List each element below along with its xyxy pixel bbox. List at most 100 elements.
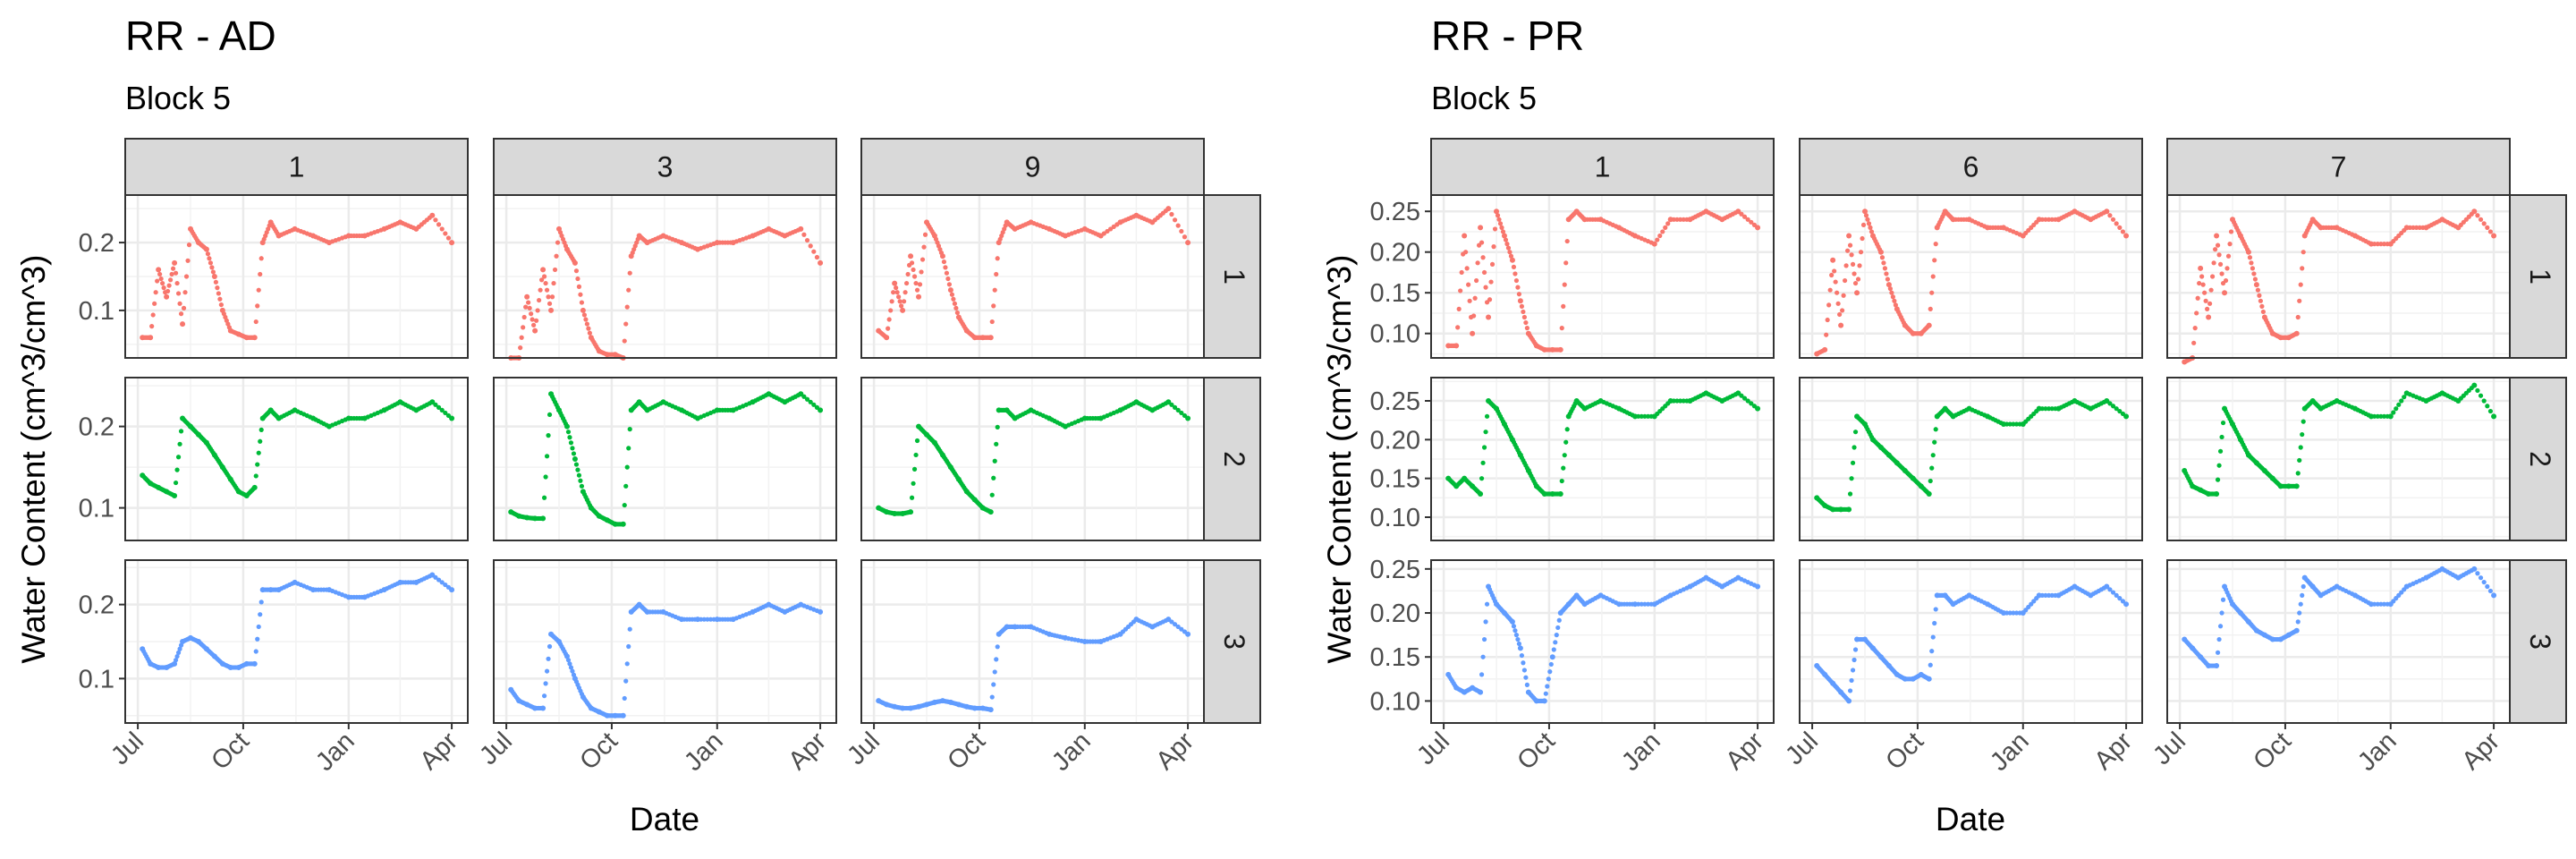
- data-point: [581, 312, 588, 318]
- data-point: [1832, 268, 1837, 274]
- data-point: [1830, 257, 1836, 263]
- data-point: [1519, 303, 1525, 309]
- data-point: [2301, 250, 2306, 255]
- data-point: [804, 237, 810, 243]
- data-point: [1852, 430, 1859, 435]
- data-point: [2222, 290, 2228, 296]
- data-point: [1632, 413, 1639, 420]
- data-point: [909, 495, 915, 500]
- data-point: [524, 293, 530, 300]
- data-point: [2215, 242, 2221, 248]
- data-point: [567, 661, 572, 667]
- chart-subtitle: Block 5: [125, 80, 231, 116]
- data-point: [1660, 229, 1665, 234]
- data-point: [1563, 439, 1569, 445]
- data-point: [2049, 217, 2055, 222]
- data-point: [1928, 478, 1933, 484]
- data-point: [1926, 322, 1932, 328]
- data-point: [155, 278, 160, 284]
- y-tick-label: 0.20: [1370, 239, 1420, 268]
- data-point: [2214, 233, 2220, 239]
- data-point: [1632, 601, 1639, 608]
- data-point: [2114, 406, 2119, 412]
- data-point: [1513, 277, 1520, 284]
- data-point: [2300, 431, 2305, 438]
- data-point: [1829, 272, 1835, 278]
- data-point: [1515, 285, 1521, 290]
- data-point: [2123, 233, 2130, 239]
- data-point: [1847, 688, 1853, 693]
- data-point: [173, 658, 179, 663]
- chart-title: RR - PR: [1431, 13, 1584, 59]
- data-point: [1825, 317, 1830, 323]
- data-point: [258, 271, 263, 277]
- data-point: [251, 484, 258, 490]
- x-tick-label: Jul: [106, 727, 149, 770]
- data-point: [1545, 684, 1550, 689]
- panel-border: [860, 377, 1205, 541]
- y-tick-label: 0.15: [1370, 465, 1420, 494]
- data-point: [564, 423, 570, 430]
- data-point: [1745, 217, 1750, 222]
- data-point: [2049, 592, 2055, 598]
- data-point: [1739, 393, 1744, 398]
- data-point: [1492, 226, 1498, 232]
- data-point: [1741, 395, 1748, 401]
- data-point: [952, 301, 957, 306]
- data-point: [2117, 596, 2123, 601]
- data-point: [2394, 406, 2399, 412]
- data-point: [1105, 228, 1110, 234]
- data-point: [175, 455, 182, 460]
- data-point: [207, 256, 212, 261]
- x-tick-label: Jul: [474, 727, 518, 770]
- data-point: [1843, 263, 1849, 268]
- data-point: [2396, 402, 2402, 407]
- data-point: [1678, 398, 1683, 404]
- data-point: [2198, 265, 2204, 271]
- data-point: [1494, 208, 1500, 215]
- data-point: [1549, 654, 1555, 660]
- data-point: [2475, 571, 2480, 576]
- x-tick-label: Oct: [206, 727, 255, 776]
- data-point: [2417, 225, 2422, 230]
- data-point: [911, 274, 918, 279]
- data-point: [1835, 290, 1840, 295]
- data-point: [1175, 407, 1181, 412]
- data-point: [2301, 419, 2306, 424]
- data-point: [2403, 225, 2410, 231]
- data-point: [1513, 628, 1518, 634]
- data-point: [255, 636, 260, 642]
- data-point: [436, 222, 442, 227]
- data-point: [251, 335, 258, 341]
- column-strip: [124, 138, 469, 196]
- data-point: [1500, 229, 1506, 234]
- x-tick-label: Apr: [1150, 727, 1199, 776]
- data-point: [1749, 219, 1754, 225]
- data-point: [814, 254, 820, 260]
- data-point: [622, 695, 627, 702]
- data-point: [989, 492, 995, 498]
- data-point: [2251, 271, 2257, 276]
- data-point: [433, 217, 438, 223]
- data-point: [1182, 234, 1188, 240]
- data-point: [429, 399, 436, 405]
- data-point: [548, 307, 555, 313]
- data-point: [2368, 241, 2375, 247]
- x-tick-label: Jul: [1411, 727, 1455, 770]
- data-point: [2205, 306, 2210, 311]
- data-point: [2391, 599, 2396, 604]
- data-point: [565, 430, 572, 435]
- data-point: [1642, 601, 1648, 607]
- panel-border: [860, 559, 1205, 724]
- data-point: [1175, 223, 1181, 228]
- data-point: [1480, 460, 1486, 465]
- chart-subtitle: Block 5: [1431, 80, 1537, 116]
- data-point: [2200, 282, 2206, 287]
- data-point: [1505, 245, 1512, 251]
- data-point: [1497, 221, 1504, 226]
- data-point: [2046, 406, 2052, 412]
- data-point: [2381, 413, 2387, 419]
- data-point: [541, 693, 547, 699]
- data-point: [2001, 610, 2007, 617]
